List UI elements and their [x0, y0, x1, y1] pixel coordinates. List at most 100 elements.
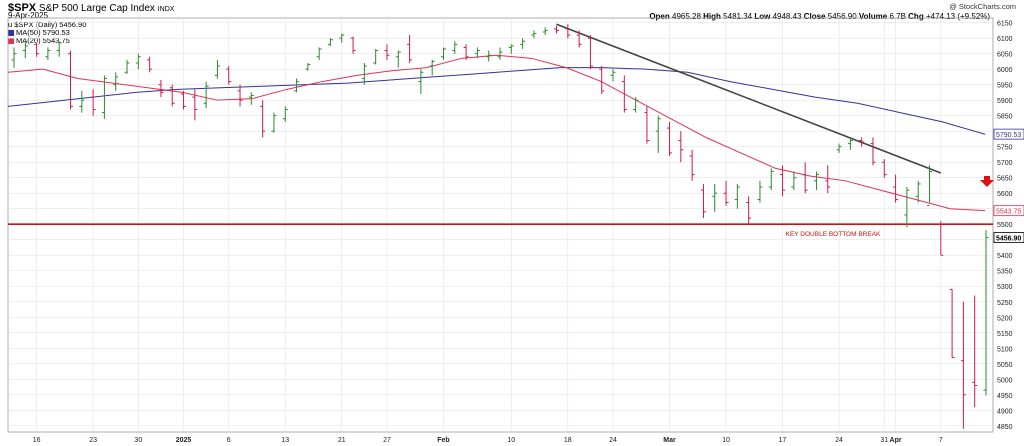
y-tick-label: 5100: [997, 346, 1013, 353]
ohlc-bar: [248, 92, 254, 105]
ohlc-bar: [565, 24, 571, 39]
symbol-label: $SPX: [8, 2, 37, 14]
x-tick-label: 18: [564, 437, 572, 444]
ma50-price-label-box: [993, 128, 1024, 140]
ohlc-bar: [113, 72, 119, 91]
ohlc-bar: [79, 90, 85, 113]
ohlc-bar: [124, 59, 130, 74]
ohlc-bar: [960, 301, 966, 429]
y-tick-label: 6000: [997, 67, 1013, 74]
ohlc-bar: [282, 106, 288, 122]
high-value: 5481.34: [723, 12, 753, 21]
volume-label: Volume: [858, 12, 888, 21]
ohlc-bar: [305, 62, 311, 71]
x-tick-label: 13: [281, 437, 289, 444]
ohlc-bar: [678, 131, 684, 163]
ohlc-bar: [407, 35, 413, 63]
ohlc-bar: [440, 47, 446, 60]
chg-value: +474.13 (+9.52%): [925, 12, 990, 21]
x-tick-label: 31: [880, 437, 888, 444]
ohlc-bar: [169, 84, 175, 107]
ohlc-bar: [158, 80, 164, 98]
ohlc-bar: [633, 97, 639, 113]
x-tick-label: 21: [338, 437, 346, 444]
ohlc-bar: [859, 137, 865, 147]
legend-price-label: $SPX (Daily) 5456.90: [14, 20, 87, 29]
legend-ma50: MA(50) 5790.53: [8, 28, 70, 37]
credit-label: @ StockCharts.com: [949, 2, 1016, 11]
low-value: 4948.43: [772, 12, 802, 21]
y-tick-label: 5150: [997, 331, 1013, 338]
ohlc-bar: [339, 33, 345, 43]
ohlc-bar: [237, 84, 243, 107]
y-tick-label: 5000: [997, 377, 1013, 384]
ohlc-bar: [542, 27, 548, 36]
ohlc-bar: [429, 59, 435, 76]
x-tick-label: 23: [89, 437, 97, 444]
y-tick-label: 5650: [997, 176, 1013, 183]
ohlc-bar: [373, 49, 379, 65]
close-price-label-box: [993, 232, 1024, 243]
ohlc-bar: [384, 44, 390, 60]
close-price-label: 5456.90: [996, 236, 1021, 243]
y-tick-label: 6100: [997, 36, 1013, 43]
ohlc-bar: [983, 230, 989, 396]
ohlc-bar: [813, 171, 819, 191]
ohlc-bar: [327, 38, 333, 46]
ohlc-bar: [260, 100, 266, 138]
ohlc-bar: [712, 183, 718, 212]
ohlc-bar: [45, 47, 51, 60]
y-tick-label: 4900: [997, 408, 1013, 415]
ohlc-bar: [520, 38, 526, 50]
ohlc-bar: [746, 196, 752, 225]
y-tick-label: 5250: [997, 300, 1013, 307]
ohlc-bar: [486, 50, 492, 62]
ohlc-bar: [791, 171, 797, 191]
ohlc-bar: [870, 137, 876, 166]
ma20-price-label-box: [993, 205, 1024, 217]
ohlc-bar: [474, 47, 480, 59]
x-tick-label: 24: [835, 437, 843, 444]
ohlc-bar: [644, 106, 650, 144]
ohlc-bar: [350, 36, 356, 54]
ohlc-bar: [587, 35, 593, 70]
ohlc-bar: [610, 69, 616, 82]
ohlc-bar: [361, 62, 367, 85]
ohlc-bar: [531, 30, 537, 39]
close-value: 5456.90: [827, 12, 857, 21]
ohlc-bar: [802, 162, 808, 194]
index-name: S&P 500 Large Cap Index: [38, 3, 155, 14]
y-tick-label: 4850: [997, 424, 1013, 431]
low-label: Low: [754, 12, 771, 21]
y-tick-label: 5400: [997, 253, 1013, 260]
chg-label: Chg: [908, 12, 924, 21]
ohlc-bar: [68, 50, 74, 110]
ma20-line: [7, 54, 986, 212]
y-tick-label: 5900: [997, 98, 1013, 105]
ohlc-bar: [576, 30, 582, 48]
ohlc-bar: [101, 75, 107, 119]
ohlc-bar: [11, 47, 17, 68]
ohlc-bar: [655, 115, 661, 153]
x-tick-label: 17: [779, 437, 787, 444]
ohlc-bar: [192, 89, 198, 121]
annotation-label: KEY DOUBLE BOTTOM BREAK: [786, 231, 881, 238]
x-tick-label: 30: [134, 437, 142, 444]
ohlc-bar: [723, 180, 729, 206]
legend-ma20-label: MA(20) 5543.75: [16, 36, 70, 45]
ohlc-bar: [667, 121, 673, 156]
x-tick-label: Mar: [663, 437, 676, 444]
ohlc-bar: [949, 288, 955, 359]
legend-ma50-label: MA(50) 5790.53: [16, 28, 70, 37]
ohlc-bar: [226, 66, 232, 85]
ohlc-bar: [135, 53, 141, 70]
ohlc-bar: [452, 41, 458, 54]
close-label: Close: [803, 12, 826, 21]
x-tick-label: Feb: [437, 437, 449, 444]
y-tick-label: 5600: [997, 191, 1013, 198]
y-tick-label: 5950: [997, 83, 1013, 90]
x-tick-label: Apr: [890, 437, 902, 444]
exchange-label: INDX: [157, 6, 175, 13]
chart-title: $SPX S&P 500 Large Cap Index INDX: [8, 2, 174, 14]
